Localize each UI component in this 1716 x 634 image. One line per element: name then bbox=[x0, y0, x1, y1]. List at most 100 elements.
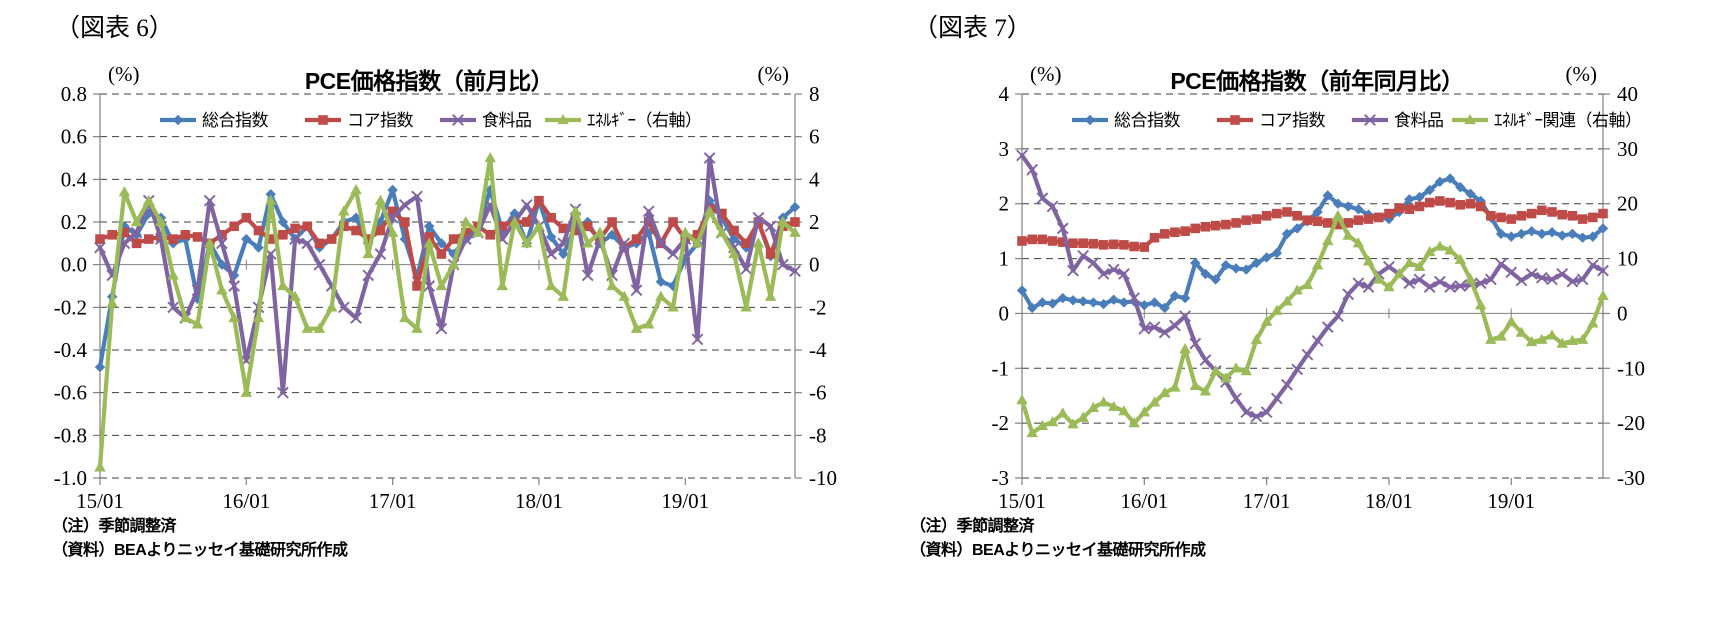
figure-6-chart: 0.8 8 0.6 6 0.4 4 0.2 2 0.0 0 -0.2 -2 -0.4 -4 -0.6 -6 -0… bbox=[0, 0, 858, 515]
data-marker bbox=[1189, 379, 1202, 390]
data-marker bbox=[1445, 197, 1455, 208]
data-marker bbox=[289, 233, 301, 245]
data-marker bbox=[1282, 207, 1292, 217]
data-marker bbox=[1241, 215, 1252, 225]
data-marker bbox=[1413, 273, 1426, 286]
data-marker bbox=[1108, 294, 1119, 305]
data-marker bbox=[789, 265, 801, 277]
x-tick-label: 17/01 bbox=[1243, 489, 1291, 510]
y-axis-unit: (%) bbox=[108, 62, 139, 86]
data-marker bbox=[398, 199, 411, 211]
data-marker bbox=[1525, 268, 1538, 280]
data-marker bbox=[1250, 410, 1263, 423]
legend-label: 総合指数 bbox=[1114, 111, 1180, 130]
data-marker bbox=[435, 322, 448, 335]
data-marker bbox=[1506, 231, 1517, 242]
legend-label: 食料品 bbox=[482, 111, 532, 130]
data-marker bbox=[1170, 227, 1180, 238]
y2-tick-label: -20 bbox=[1617, 411, 1645, 435]
data-marker bbox=[545, 280, 557, 291]
data-marker bbox=[94, 241, 106, 254]
data-marker bbox=[1455, 182, 1466, 193]
data-marker bbox=[412, 281, 422, 291]
data-marker bbox=[217, 230, 227, 240]
data-marker bbox=[668, 217, 678, 227]
data-marker bbox=[606, 280, 618, 291]
data-marker bbox=[1597, 264, 1609, 277]
data-marker bbox=[302, 221, 313, 232]
data-marker bbox=[1037, 234, 1048, 245]
data-marker bbox=[1321, 321, 1334, 334]
data-marker bbox=[508, 216, 521, 227]
data-marker bbox=[1016, 285, 1028, 296]
data-marker bbox=[1577, 232, 1588, 243]
data-marker bbox=[1067, 295, 1079, 306]
data-marker bbox=[1128, 417, 1140, 428]
data-marker bbox=[1056, 222, 1069, 235]
data-marker bbox=[1495, 258, 1507, 270]
data-marker bbox=[521, 237, 533, 248]
data-marker bbox=[264, 194, 277, 205]
data-marker bbox=[557, 237, 570, 250]
data-marker bbox=[581, 269, 594, 282]
y2-tick-label: -10 bbox=[1617, 356, 1645, 380]
data-marker bbox=[1281, 295, 1293, 306]
data-marker bbox=[228, 280, 240, 292]
data-marker bbox=[1149, 297, 1160, 308]
data-marker bbox=[1454, 253, 1467, 264]
data-marker bbox=[1230, 392, 1242, 405]
data-marker bbox=[557, 290, 570, 301]
data-marker bbox=[1576, 333, 1589, 344]
data-marker bbox=[667, 248, 679, 260]
data-marker bbox=[1566, 275, 1579, 288]
data-marker bbox=[1261, 210, 1272, 221]
data-marker bbox=[252, 312, 265, 323]
x-tick-label: 15/01 bbox=[998, 489, 1046, 510]
x-tick-label: 17/01 bbox=[369, 489, 417, 510]
data-marker bbox=[1189, 337, 1202, 350]
data-marker bbox=[167, 269, 179, 280]
data-marker bbox=[1108, 400, 1120, 411]
data-marker bbox=[594, 226, 606, 237]
data-marker bbox=[776, 258, 789, 271]
data-marker bbox=[1332, 310, 1344, 323]
data-marker bbox=[1159, 229, 1170, 239]
y-tick-label: 0.6 bbox=[61, 125, 87, 149]
legend-label: 食料品 bbox=[1394, 111, 1444, 130]
data-marker bbox=[351, 225, 361, 236]
data-marker bbox=[1250, 333, 1263, 344]
data-marker bbox=[362, 269, 375, 282]
data-marker bbox=[447, 258, 460, 269]
y-tick-label: -2 bbox=[992, 411, 1010, 435]
data-marker bbox=[1158, 386, 1171, 398]
data-marker bbox=[667, 301, 679, 312]
data-marker bbox=[1516, 210, 1527, 221]
data-marker bbox=[655, 276, 667, 287]
data-marker bbox=[1505, 266, 1518, 279]
y-tick-label: 0 bbox=[999, 301, 1010, 325]
data-marker bbox=[143, 234, 154, 244]
y2-axis-unit: (%) bbox=[1566, 62, 1597, 86]
data-marker bbox=[485, 230, 495, 240]
data-marker bbox=[1424, 197, 1435, 208]
data-marker bbox=[1301, 278, 1314, 290]
figure-6-label: （図表 6） bbox=[55, 15, 174, 42]
data-marker bbox=[1383, 260, 1395, 273]
data-marker bbox=[1353, 204, 1364, 215]
data-marker bbox=[1352, 277, 1365, 290]
data-marker bbox=[1067, 264, 1079, 277]
data-marker bbox=[752, 237, 765, 248]
data-marker bbox=[1129, 241, 1139, 252]
x-tick-label: 19/01 bbox=[1487, 489, 1535, 510]
data-marker bbox=[1516, 228, 1527, 240]
data-marker bbox=[375, 216, 386, 228]
data-marker bbox=[1383, 281, 1395, 292]
data-marker bbox=[313, 322, 326, 333]
data-marker bbox=[107, 230, 117, 240]
data-marker bbox=[1465, 198, 1476, 209]
y2-tick-label: -4 bbox=[809, 338, 827, 362]
data-marker bbox=[337, 301, 350, 314]
data-marker bbox=[1179, 343, 1191, 354]
x-tick-label: 18/01 bbox=[515, 489, 563, 510]
data-marker bbox=[1291, 284, 1303, 295]
